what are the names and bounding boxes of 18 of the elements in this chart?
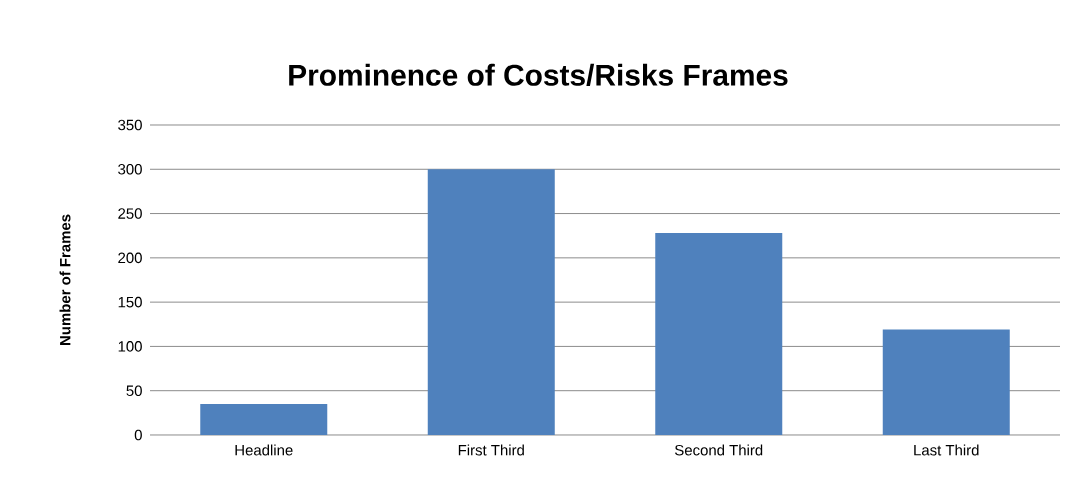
- y-tick-label: 200: [118, 252, 142, 264]
- bar: [882, 329, 1010, 435]
- x-tick-label: Second Third: [674, 444, 763, 456]
- y-tick-label: 50: [126, 385, 142, 396]
- y-tick-label: 250: [118, 208, 142, 219]
- chart-title: Prominence of Costs/Risks Frames: [289, 63, 788, 87]
- bar: [427, 169, 555, 435]
- bar: [655, 233, 783, 435]
- y-tick-label: 0: [134, 429, 142, 441]
- x-tick-label: Headline: [235, 444, 293, 456]
- y-tick-label: 300: [118, 163, 142, 175]
- y-tick-label: 350: [118, 119, 142, 131]
- x-tick-label: Last Third: [914, 444, 979, 456]
- bar: [200, 403, 328, 435]
- y-tick-label: 150: [118, 296, 142, 308]
- y-tick-label: 100: [118, 341, 142, 352]
- y-axis-title: Number of Frames: [59, 214, 71, 346]
- x-tick-label: First Third: [458, 444, 524, 456]
